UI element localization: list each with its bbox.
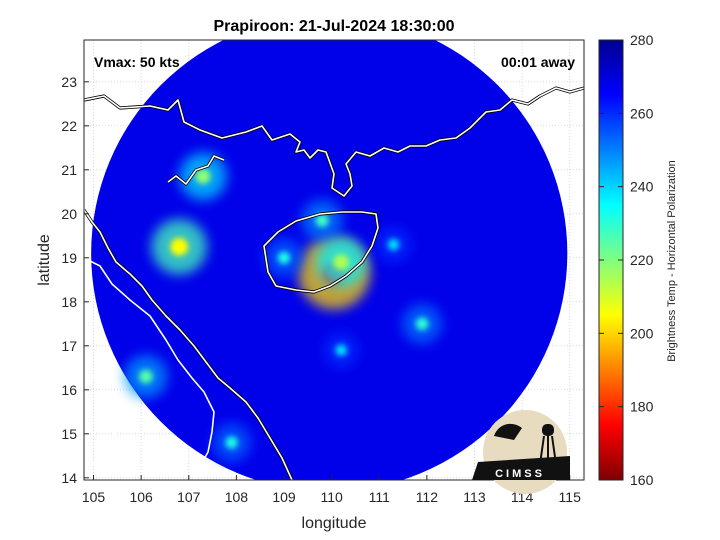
- y-tick-label: 15: [61, 426, 77, 442]
- axes-box: [83, 39, 585, 481]
- x-axis-label: longitude: [302, 515, 367, 532]
- y-tick-label: 14: [61, 470, 77, 486]
- logo-dish-icon: [494, 423, 522, 440]
- y-tick-label: 21: [61, 162, 77, 178]
- colorbar-label: Brightness Temp - Horizontal Polarizatio…: [666, 160, 678, 362]
- colorbar-tick-label: 180: [630, 399, 654, 415]
- feature-core: [335, 344, 347, 356]
- x-tick-label: 109: [272, 489, 296, 505]
- feature-core: [138, 369, 153, 384]
- x-tick-label: 113: [463, 489, 486, 505]
- y-tick-label: 16: [61, 382, 77, 398]
- x-tick-label: 106: [129, 489, 153, 505]
- coastline-hainan: [263, 211, 379, 293]
- logo-tower-icon: [542, 424, 554, 436]
- coastline-gulf: [167, 155, 225, 185]
- feature-core: [170, 237, 189, 256]
- border-north: [84, 125, 119, 161]
- feature-core: [387, 238, 400, 251]
- x-tick-label: 110: [320, 489, 343, 505]
- colorbar: 160 180 200 220 240 260 280 Brightness Temp - …: [598, 32, 678, 488]
- away-annotation: 00:01 away: [501, 54, 575, 70]
- chart-title: Prapiroon: 21-Jul-2024 18:30:00: [214, 18, 455, 35]
- x-tick-label: 108: [225, 489, 249, 505]
- x-tick-label: 111: [369, 489, 390, 505]
- y-tick-label: 22: [61, 118, 77, 134]
- border-laos-thailand: [84, 369, 121, 471]
- colorbar-tick-label: 160: [630, 472, 654, 488]
- x-tick-label: 105: [82, 489, 106, 505]
- vmax-annotation: Vmax: 50 kts: [94, 54, 180, 70]
- y-tick-label: 19: [61, 250, 77, 266]
- logo-text: CIMSS: [495, 468, 545, 480]
- x-tick-label: 107: [177, 489, 201, 505]
- x-tick-label: 115: [559, 489, 582, 505]
- logo-ground: [472, 456, 570, 480]
- y-tick-label: 18: [61, 294, 77, 310]
- feature-core: [333, 254, 350, 271]
- feature-core: [415, 317, 429, 331]
- coastline-china: [84, 87, 584, 197]
- colorbar-tick-label: 280: [630, 32, 654, 48]
- y-tick-label: 17: [61, 338, 77, 354]
- borders: [84, 87, 584, 480]
- feature-core: [277, 251, 291, 265]
- colorbar-tick-label: 220: [630, 252, 654, 268]
- feature-core: [195, 168, 211, 185]
- y-axis-ticks: 14 15 16 17 18 19 20 21 22 23: [61, 74, 89, 486]
- border-laos-vietnam: [84, 257, 215, 480]
- colorbar-ticks: 160 180 200 220 240 260 280: [599, 32, 654, 488]
- y-tick-label: 23: [61, 74, 77, 90]
- cimss-logo: CIMSS: [472, 410, 570, 494]
- colorbar-tick-label: 260: [630, 105, 654, 121]
- colorbar-tick-label: 200: [630, 325, 654, 341]
- x-tick-label: 112: [416, 489, 439, 505]
- feature-core: [225, 436, 238, 449]
- x-axis-ticks: 105 106 107 108 109 110 111 112 113 114 115: [82, 475, 581, 505]
- feature-core: [315, 213, 329, 228]
- y-tick-label: 20: [61, 206, 77, 222]
- plot-area: 105 106 107 108 109 110 111 112 113 114 115 141516…: [61, 39, 585, 505]
- y-axis-label: latitude: [36, 234, 53, 286]
- colorbar-tick-label: 240: [630, 179, 654, 195]
- coastline-vietnam: [84, 209, 293, 480]
